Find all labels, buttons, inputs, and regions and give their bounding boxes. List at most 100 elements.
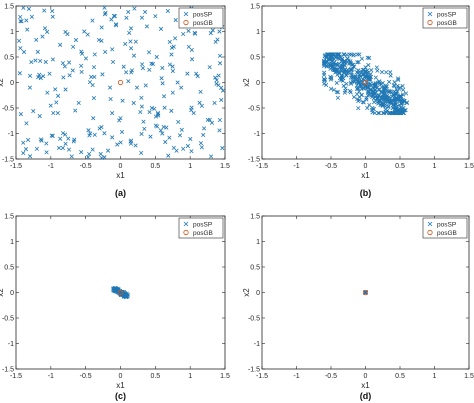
data-point [345,67,350,72]
data-point [140,66,145,71]
data-point [404,100,409,106]
data-point [103,49,108,54]
data-point [19,19,24,24]
data-point [102,5,107,10]
data-point [54,100,59,105]
data-point [202,126,207,131]
data-point [331,61,336,66]
data-point [66,136,71,141]
legend-posGB-marker [427,229,433,236]
data-point [368,87,373,92]
x-tick-label: -1 [293,163,299,170]
data-point [96,37,101,43]
data-point [70,68,75,73]
legend-label: posGB [437,230,457,237]
data-point [55,111,60,116]
data-point [398,105,403,110]
data-point [86,128,91,133]
data-point [372,89,377,94]
data-point [87,151,92,156]
data-point [85,32,90,37]
data-point [379,84,384,90]
data-point [399,111,404,116]
legend-box [178,217,224,239]
data-point [207,65,212,70]
x-axis-label: x1 [361,381,370,390]
data-point [44,150,49,155]
data-point [73,108,78,113]
data-point [128,39,133,44]
data-point [400,83,405,89]
data-point [29,60,34,65]
data-point [92,52,97,57]
data-point [390,94,395,99]
legend-posSP-marker [183,11,189,17]
data-point [359,56,365,61]
x-tick-label: 0.5 [395,163,405,170]
data-point [344,81,349,86]
data-point [92,132,97,137]
data-point [213,75,218,80]
data-point [91,96,96,101]
data-point [381,91,386,97]
data-point [334,80,339,85]
y-tick-label: -0.5 [2,106,14,113]
x-tick-label: 1 [188,163,192,170]
data-point [49,133,54,138]
data-point [170,68,175,74]
legend-label: posSP [437,12,456,19]
data-point [158,128,163,133]
panel-1: -1.5 -1 -0.5 0 0.5 1 1.5 -1.5 -1 -0.5 0 0.5 1 1.5 x1 x2… [0,4,230,199]
x-tick-label: -1.5 [10,373,22,380]
y-tick-label: 1 [10,239,14,246]
data-point [123,41,128,46]
x-axis-label: x1 [116,381,125,390]
data-point [126,79,131,84]
data-point [50,14,55,19]
data-point [392,83,397,89]
x-tick-label: 1 [433,163,437,170]
data-point [379,96,384,102]
data-point [325,59,330,64]
data-point [334,89,339,95]
data-point [108,96,113,102]
data-point [167,62,172,67]
data-point [117,118,122,123]
data-point [138,109,143,115]
data-point [377,111,382,116]
data-point [365,84,370,90]
data-point [384,95,389,100]
y-tick-label: 1.5 [250,4,260,11]
data-point [198,141,204,146]
data-point [87,80,93,85]
legend-label: posSP [193,12,212,19]
data-point [329,52,334,57]
data-point [336,52,341,57]
data-point [340,56,345,61]
data-point [379,101,384,106]
legend-box [178,7,224,29]
data-point [99,38,104,43]
data-point [88,131,93,136]
data-point [128,26,134,31]
data-point [351,53,356,58]
data-point [141,119,146,124]
y-tick-label: -1 [8,341,14,348]
data-point [45,29,50,34]
data-point [335,90,341,95]
data-point [29,14,34,19]
y-tick-label: -0.5 [2,316,14,323]
data-point [143,9,148,15]
data-point [60,145,65,151]
legend-posGB-marker [183,19,189,26]
data-point [79,150,84,155]
data-point [164,125,169,130]
data-point [42,8,47,13]
data-point [18,112,23,117]
y-tick-label: -0.5 [248,316,260,323]
data-point [328,86,334,91]
